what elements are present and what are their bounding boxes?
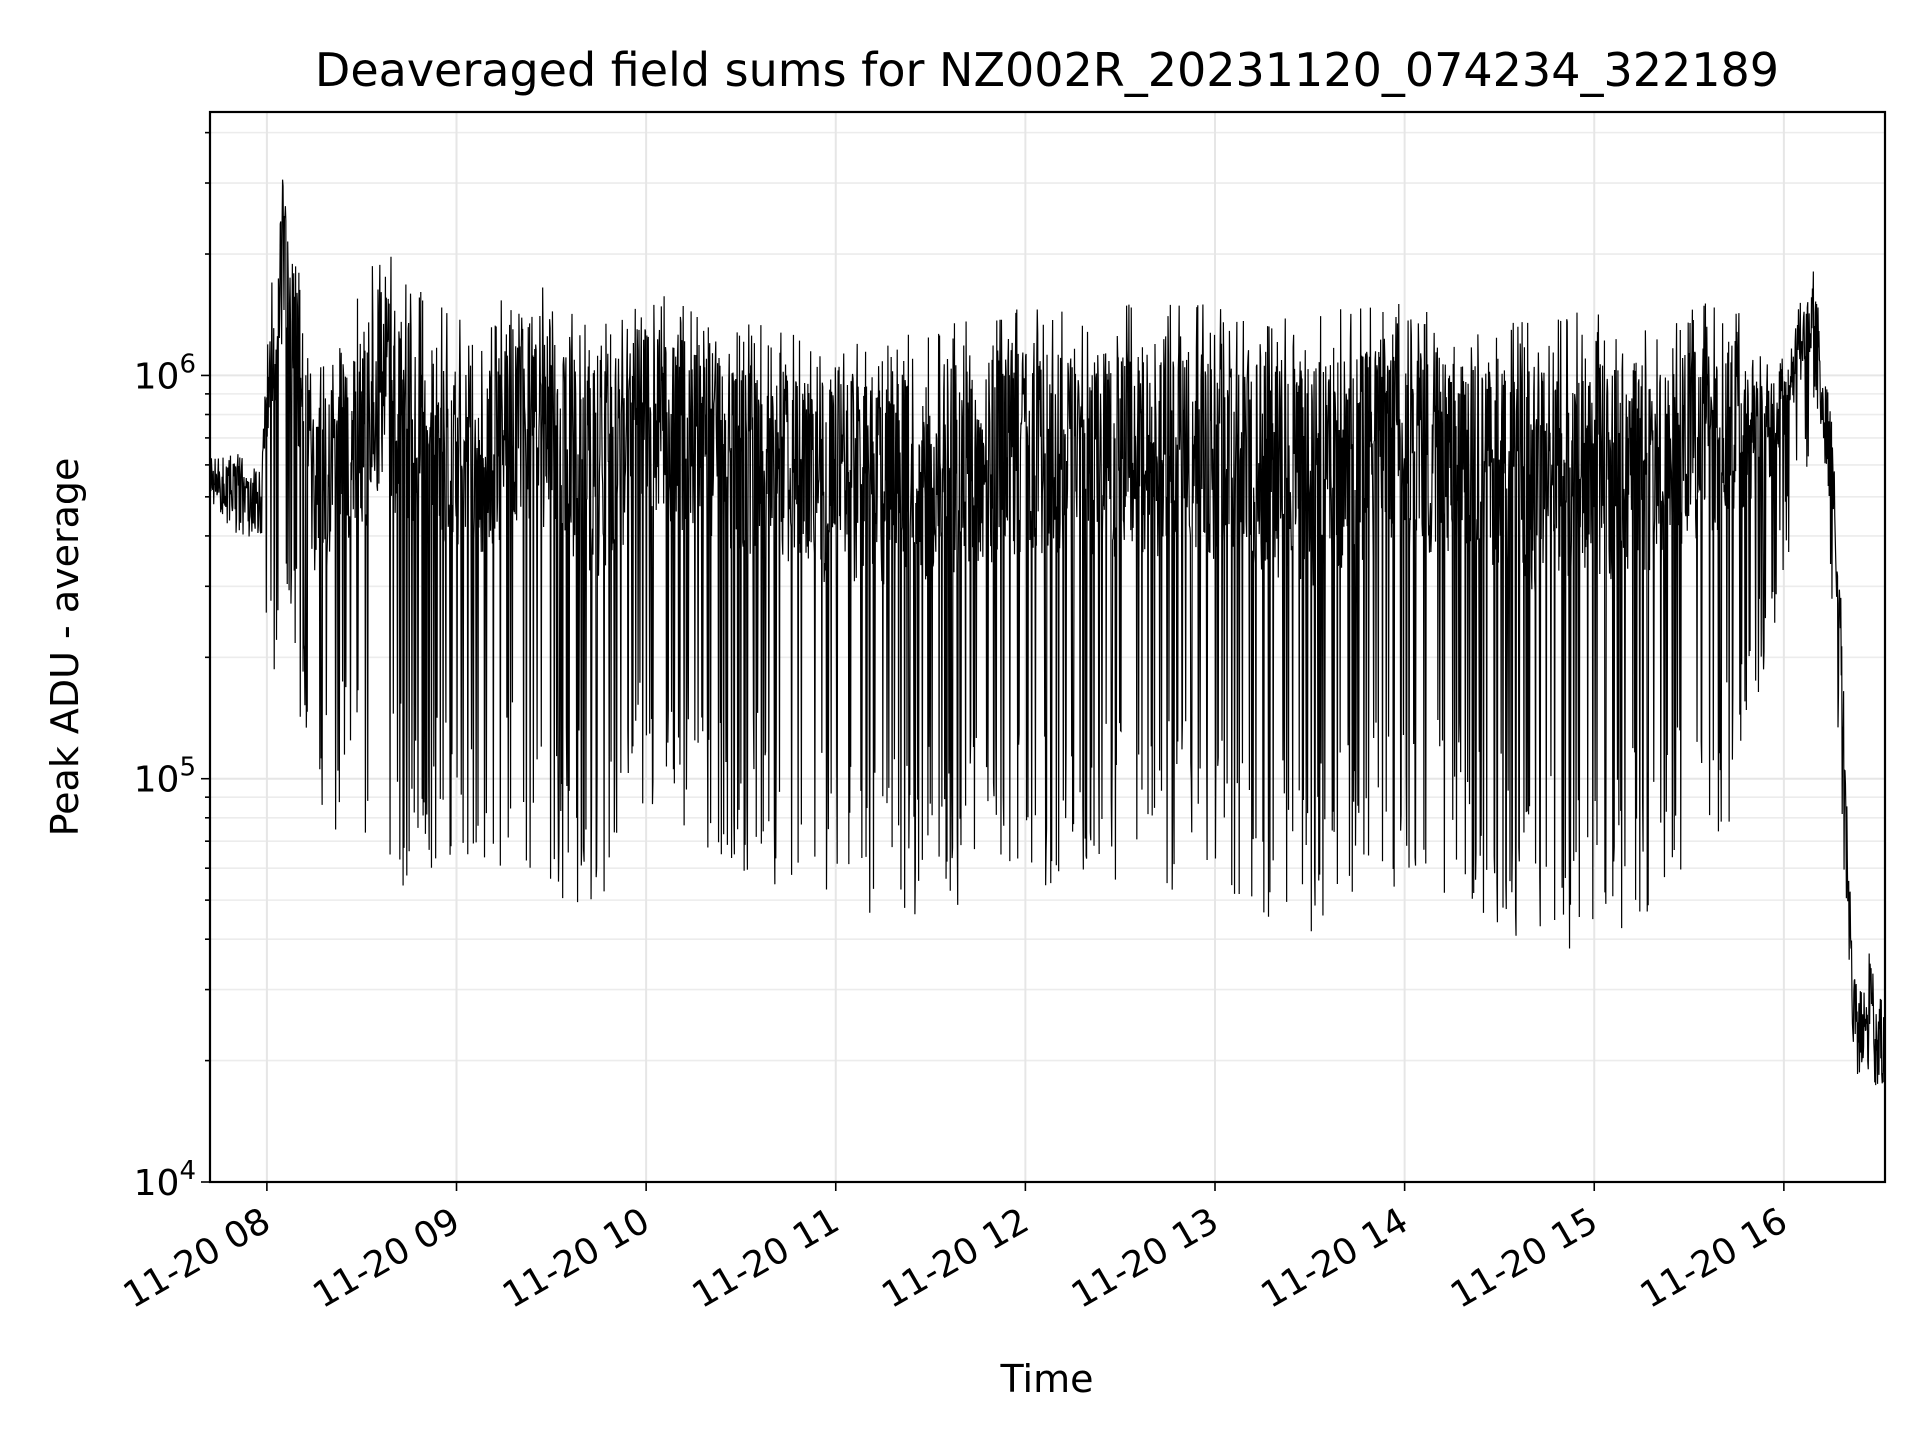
x-axis-label: Time [1000,1357,1094,1401]
y-tick-label: 106 [134,349,196,397]
series-layer [209,179,1886,1086]
x-tick-label: 11-20 08 [117,1200,278,1316]
x-tick-label: 11-20 09 [306,1200,467,1316]
y-axis-label: Peak ADU - average [43,458,87,837]
y-tick-label: 104 [134,1156,196,1204]
x-tick-label: 11-20 10 [496,1200,657,1316]
chart-title: Deaveraged field sums for NZ002R_2023112… [315,43,1779,97]
x-tick-label: 11-20 13 [1065,1200,1226,1316]
x-tick-label: 11-20 12 [875,1200,1036,1316]
x-tick-label: 11-20 15 [1444,1200,1605,1316]
data-series-line [209,179,1886,1086]
plot-frame [208,110,1887,1184]
y-tick-label: 105 [134,753,196,801]
x-tick-label: 11-20 11 [686,1200,847,1316]
x-tick-label: 11-20 14 [1254,1200,1415,1316]
x-tick-label: 11-20 16 [1634,1200,1795,1316]
